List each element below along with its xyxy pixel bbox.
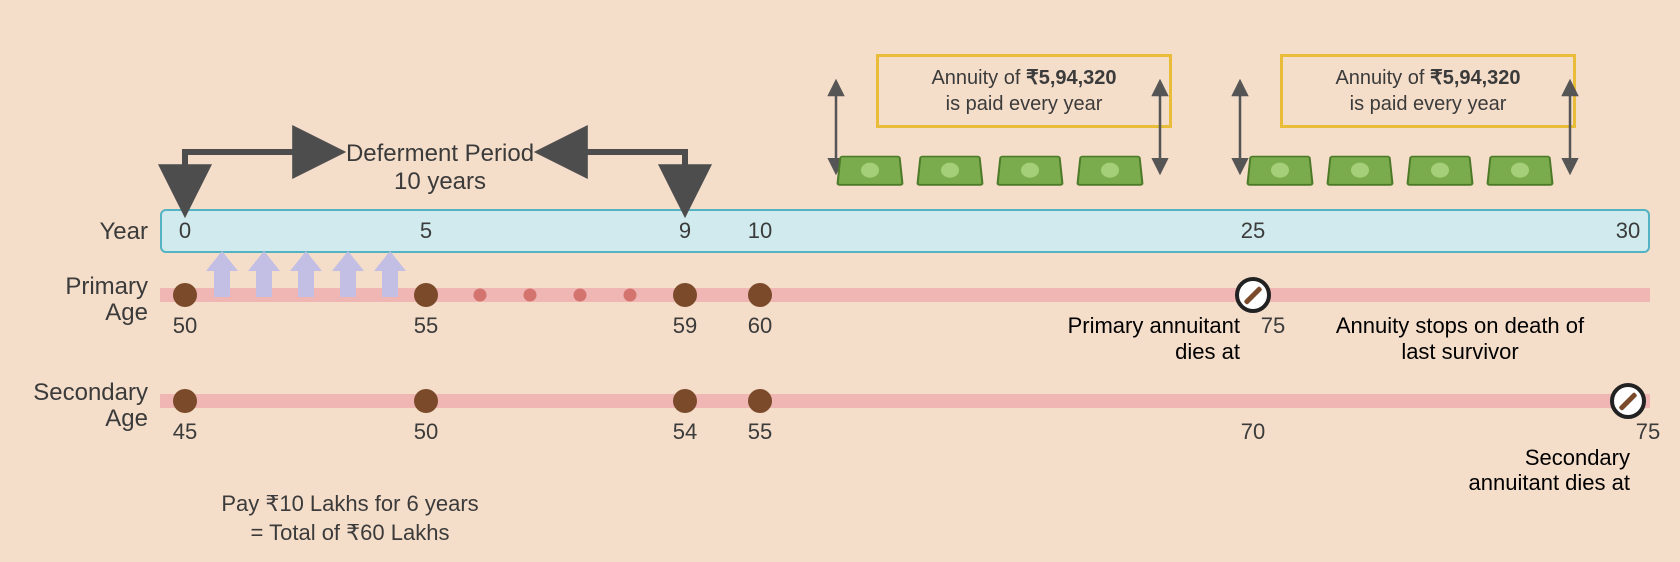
year-tick: 30 — [1616, 218, 1640, 244]
payment-up-arrow-icon — [333, 251, 363, 297]
age-label: 54 — [673, 419, 697, 445]
year-tick: 0 — [179, 218, 191, 244]
milestone-dot — [173, 283, 197, 307]
payment-footnote: Pay ₹10 Lakhs for 6 years= Total of ₹60 … — [175, 490, 525, 547]
ellipsis-dot — [574, 289, 587, 302]
payment-up-arrow-icon — [375, 251, 405, 297]
ellipsis-dot — [474, 289, 487, 302]
timeline-infographic: Year PrimaryAge SecondaryAge Deferment P… — [0, 0, 1680, 562]
milestone-dot — [673, 283, 697, 307]
annuity-stop-label: Annuity stops on death oflast survivor — [1280, 313, 1640, 366]
age-label: 75 — [1636, 419, 1660, 445]
year-tick: 9 — [679, 218, 691, 244]
money-note-icon — [1078, 152, 1142, 188]
age-label: 55 — [414, 313, 438, 339]
age-label: 45 — [173, 419, 197, 445]
death-icon — [1235, 277, 1271, 313]
money-note-icon — [918, 152, 982, 188]
year-bar — [160, 209, 1650, 253]
annuity-callout-2: Annuity of ₹5,94,320is paid every year — [1280, 54, 1576, 128]
annuity-callout-1: Annuity of ₹5,94,320is paid every year — [876, 54, 1172, 128]
age-label: 50 — [414, 419, 438, 445]
money-note-icon — [1248, 152, 1312, 188]
money-note-icon — [1408, 152, 1472, 188]
deferment-label: Deferment Period10 years — [346, 140, 534, 195]
primary-age-row-label: PrimaryAge — [65, 274, 148, 327]
age-label: 50 — [173, 313, 197, 339]
year-tick: 25 — [1241, 218, 1265, 244]
secondary-death-label: Secondaryannuitant dies at — [1350, 445, 1630, 496]
milestone-dot — [748, 283, 772, 307]
milestone-dot — [673, 389, 697, 413]
age-label: 59 — [673, 313, 697, 339]
milestone-dot — [414, 283, 438, 307]
payment-up-arrow-icon — [207, 251, 237, 297]
age-label: 75 — [1261, 313, 1285, 339]
milestone-dot — [173, 389, 197, 413]
age-label: 70 — [1241, 419, 1265, 445]
payment-up-arrow-icon — [291, 251, 321, 297]
year-tick: 5 — [420, 218, 432, 244]
year-row-label: Year — [100, 219, 149, 245]
milestone-dot — [748, 389, 772, 413]
secondary-timeline-bar — [160, 394, 1650, 408]
primary-death-label: Primary annuitantdies at — [940, 313, 1240, 365]
milestone-dot — [414, 389, 438, 413]
age-label: 55 — [748, 419, 772, 445]
money-note-icon — [838, 152, 902, 188]
ellipsis-dot — [624, 289, 637, 302]
money-note-icon — [998, 152, 1062, 188]
money-note-icon — [1328, 152, 1392, 188]
money-note-icon — [1488, 152, 1552, 188]
age-label: 60 — [748, 313, 772, 339]
payment-up-arrow-icon — [249, 251, 279, 297]
secondary-age-row-label: SecondaryAge — [33, 380, 148, 433]
death-icon — [1610, 383, 1646, 419]
year-tick: 10 — [748, 218, 772, 244]
ellipsis-dot — [524, 289, 537, 302]
